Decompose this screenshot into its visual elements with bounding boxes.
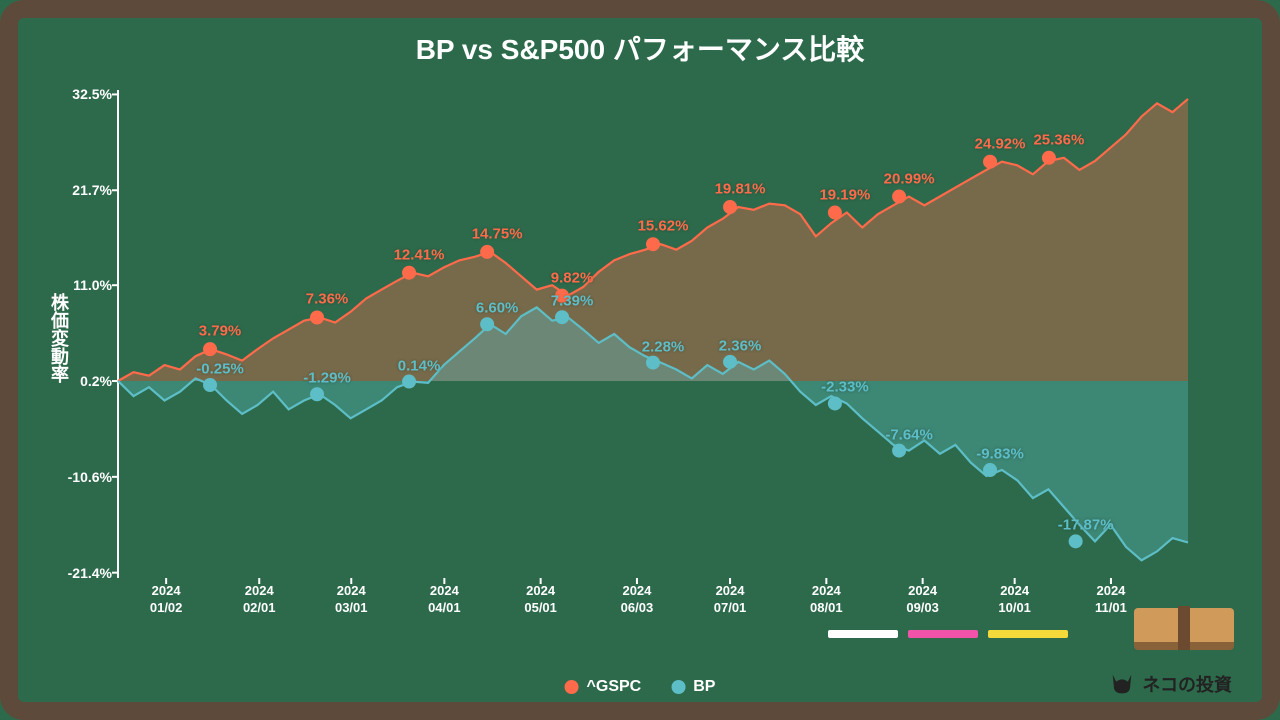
y-axis-label: 株価変動率 (46, 293, 72, 383)
x-tick-label: 202408/01 (796, 583, 856, 617)
x-tick-label: 202402/01 (229, 583, 289, 617)
eraser-icon (1134, 608, 1234, 650)
data-point-label: 14.75% (472, 225, 523, 242)
data-point-label: 12.41% (394, 246, 445, 263)
chalk-white (828, 630, 898, 638)
data-point-label: 19.19% (819, 186, 870, 203)
legend-gspc: ^GSPC (565, 678, 642, 696)
y-tick-label: -21.4% (58, 565, 112, 581)
cat-icon (1108, 670, 1136, 698)
x-tick-label: 202404/01 (414, 583, 474, 617)
y-tick-label: 0.2% (58, 373, 112, 389)
y-tick-label: -10.6% (58, 469, 112, 485)
legend-bp-dot (671, 680, 685, 694)
legend-bp-label: BP (693, 678, 715, 696)
chalk-yellow (988, 630, 1068, 638)
data-point-label: 7.36% (306, 291, 349, 308)
site-logo: ネコの投資 (1108, 670, 1232, 698)
y-tick-label: 11.0% (58, 277, 112, 293)
legend-gspc-label: ^GSPC (587, 678, 642, 696)
chalk-pink (908, 630, 978, 638)
y-tick-label: 32.5% (58, 86, 112, 102)
data-point-label: 3.79% (199, 323, 242, 340)
data-point-label: 15.62% (638, 218, 689, 235)
data-point-label: -9.83% (976, 446, 1024, 463)
data-point-label: -7.64% (885, 426, 933, 443)
x-tick-label: 202407/01 (700, 583, 760, 617)
x-tick-label: 202409/03 (893, 583, 953, 617)
y-tick-label: 21.7% (58, 182, 112, 198)
data-point-label: 0.14% (398, 357, 441, 374)
data-point-label: -0.25% (196, 361, 244, 378)
x-tick-label: 202405/01 (511, 583, 571, 617)
data-point-label: 6.60% (476, 300, 519, 317)
data-point-label: 2.36% (719, 337, 762, 354)
data-point-label: 9.82% (551, 269, 594, 286)
x-tick-label: 202401/02 (136, 583, 196, 617)
legend-gspc-dot (565, 680, 579, 694)
chart-title: BP vs S&P500 パフォーマンス比較 (18, 18, 1262, 74)
data-point-label: 7.39% (551, 293, 594, 310)
data-point-label: -1.29% (303, 370, 351, 387)
data-point-label: 20.99% (884, 170, 935, 187)
legend: ^GSPC BP (565, 678, 716, 696)
data-point-label: 19.81% (715, 181, 766, 198)
data-point-label: -2.33% (821, 379, 869, 396)
x-tick-label: 202406/03 (607, 583, 667, 617)
data-point-label: -17.87% (1058, 517, 1114, 534)
x-tick-label: 202410/01 (985, 583, 1045, 617)
x-tick-label: 202411/01 (1081, 583, 1141, 617)
data-point-label: 24.92% (975, 135, 1026, 152)
logo-text: ネコの投資 (1142, 671, 1232, 697)
data-point-label: 25.36% (1033, 131, 1084, 148)
x-tick-label: 202403/01 (321, 583, 381, 617)
legend-bp: BP (671, 678, 715, 696)
data-point-label: 2.28% (642, 338, 685, 355)
